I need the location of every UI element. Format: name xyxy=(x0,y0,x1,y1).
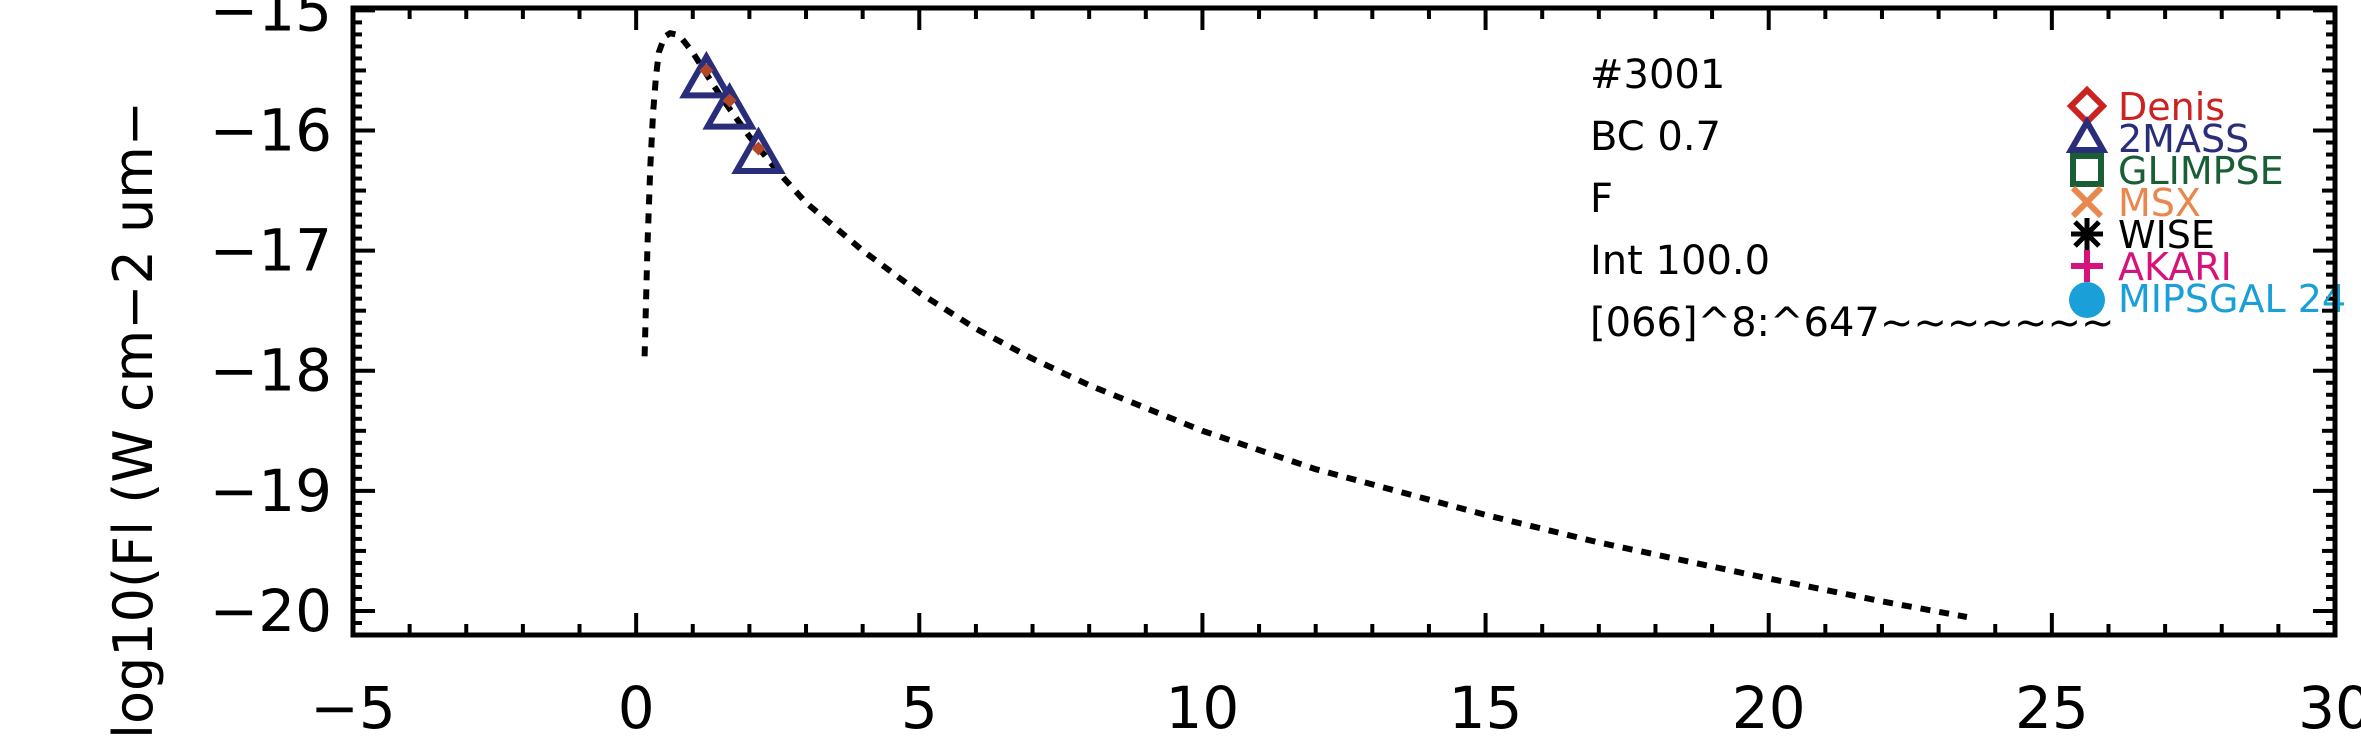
annotation-text: [066]^8:^647~~~~~~~ xyxy=(1590,300,2114,346)
annotation-text: #3001 xyxy=(1590,52,1725,98)
data-point-marker xyxy=(751,141,766,156)
data-point-2mass xyxy=(679,50,734,99)
legend-marker-triangle-icon xyxy=(2065,115,2109,153)
data-point-marker xyxy=(699,63,714,78)
y-tick-label: −15 xyxy=(210,0,332,44)
legend-marker-asterisk-icon xyxy=(2071,218,2103,250)
legend-label: MIPSGAL 24 xyxy=(2118,277,2346,321)
legend-marker-x-icon xyxy=(2070,185,2104,219)
x-tick-label: 30 xyxy=(2298,674,2361,742)
legend-label: MSX xyxy=(2118,181,2201,225)
legend-marker-circle-icon xyxy=(2069,282,2105,318)
legend-label: AKARI xyxy=(2118,245,2232,289)
data-point-marker xyxy=(722,93,737,108)
x-tick-label: 10 xyxy=(1166,674,1240,742)
x-tick-label: −5 xyxy=(310,674,396,742)
annotation-text: BC 0.7 xyxy=(1590,114,1721,160)
legend-marker-square-icon xyxy=(2070,153,2104,187)
y-tick-label: −17 xyxy=(210,217,332,285)
annotation-text: F xyxy=(1590,176,1613,222)
x-tick-label: 25 xyxy=(2015,674,2089,742)
data-point-2mass xyxy=(702,82,757,130)
y-axis-label: log10(Fl (W cm−2 um− xyxy=(102,101,165,739)
x-tick-label: 15 xyxy=(1449,674,1523,742)
y-tick-label: −16 xyxy=(210,97,332,165)
y-tick-label: −20 xyxy=(210,577,332,645)
sed-model-curve xyxy=(641,30,1968,620)
x-tick-label: 5 xyxy=(901,674,938,742)
legend-label: WISE xyxy=(2118,213,2215,257)
plot-frame xyxy=(350,5,2338,638)
y-tick-label: −19 xyxy=(210,457,332,525)
legend-label: 2MASS xyxy=(2118,117,2249,161)
data-point-2mass xyxy=(731,126,786,175)
x-tick-label: 0 xyxy=(618,674,655,742)
annotation-text: Int 100.0 xyxy=(1590,238,1770,284)
legend-label: GLIMPSE xyxy=(2118,149,2284,193)
legend-marker-plus-icon xyxy=(2071,250,2103,282)
x-tick-label: 20 xyxy=(1732,674,1806,742)
legend-label: Denis xyxy=(2118,85,2225,129)
y-tick-label: −18 xyxy=(210,337,332,405)
